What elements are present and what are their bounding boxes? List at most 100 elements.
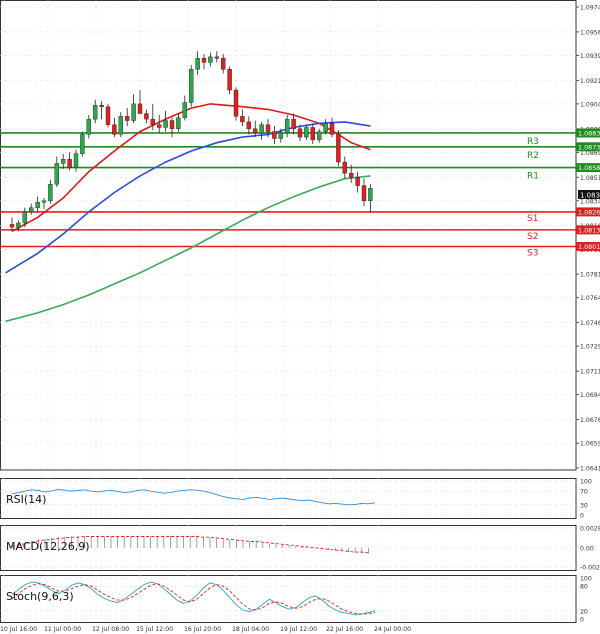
candle-40 bbox=[265, 119, 271, 138]
level-name-r1: R1 bbox=[527, 172, 539, 182]
candle-17 bbox=[118, 112, 124, 138]
moving-averages bbox=[5, 103, 371, 323]
indicator-2-series-0 bbox=[11, 581, 376, 616]
time-label-2: 12 Jul 08:00 bbox=[92, 626, 129, 633]
candle-49 bbox=[323, 119, 328, 135]
candle-53 bbox=[349, 164, 354, 183]
candle-12 bbox=[86, 114, 92, 139]
indicator-2-tick-1: 80 bbox=[580, 584, 588, 591]
candle-body-45 bbox=[297, 128, 303, 138]
indicator-0-name: RSI(14) bbox=[6, 493, 46, 506]
level-value-s1: 1.0826 bbox=[578, 208, 600, 216]
candle-33 bbox=[220, 54, 226, 74]
candle-body-47 bbox=[310, 127, 315, 141]
candle-body-11 bbox=[80, 134, 85, 154]
candle-body-20 bbox=[137, 103, 143, 114]
level-tag-r2 bbox=[576, 142, 600, 152]
candle-16 bbox=[112, 117, 117, 138]
price-tick-label-15: 1.0711 bbox=[580, 369, 600, 376]
candle-29 bbox=[195, 51, 200, 75]
candle-47 bbox=[310, 123, 315, 145]
candle-body-23 bbox=[156, 124, 162, 128]
candle-3 bbox=[29, 203, 34, 215]
price-tick-label-13: 1.0746 bbox=[580, 320, 600, 327]
candle-19 bbox=[131, 94, 136, 124]
indicator-1-tick-2: -0.0027 bbox=[580, 565, 600, 572]
last-price-label: 1.0835 bbox=[580, 192, 600, 200]
candle-23 bbox=[156, 114, 162, 133]
candle-body-16 bbox=[112, 124, 117, 135]
indicator-0-tick-2: 30 bbox=[580, 502, 588, 509]
indicator-1-series-0 bbox=[11, 536, 369, 554]
indicator-2-tick-2: 20 bbox=[580, 608, 588, 615]
candle-48 bbox=[317, 128, 322, 143]
indicator-1-tick-0: 0.0028 bbox=[580, 526, 600, 533]
time-label-3: 15 Jul 12:00 bbox=[136, 626, 173, 633]
candle-body-7 bbox=[54, 163, 59, 185]
candle-body-42 bbox=[278, 132, 283, 139]
price-tick-label-16: 1.0694 bbox=[580, 392, 600, 399]
candles bbox=[9, 51, 373, 232]
candle-body-14 bbox=[99, 105, 104, 107]
level-value-r1: 1.0858 bbox=[578, 164, 600, 172]
candle-41 bbox=[272, 126, 277, 145]
price-tick-label-17: 1.0676 bbox=[580, 417, 600, 424]
candle-52 bbox=[342, 156, 347, 179]
time-label-1: 11 Jul 00:00 bbox=[44, 626, 81, 633]
candle-body-15 bbox=[105, 106, 111, 125]
candle-body-54 bbox=[355, 177, 360, 186]
candle-body-27 bbox=[182, 102, 188, 118]
candle-21 bbox=[144, 109, 149, 124]
price-tick-label-18: 1.0659 bbox=[580, 441, 600, 448]
time-label-6: 19 Jul 12:00 bbox=[280, 626, 317, 633]
candle-35 bbox=[233, 87, 239, 121]
candle-14 bbox=[99, 101, 104, 120]
indicator-2-tick-3: 0 bbox=[580, 617, 584, 624]
price-tick-label-0: 1.0974 bbox=[580, 5, 600, 12]
candle-body-25 bbox=[169, 120, 175, 130]
candle-body-41 bbox=[272, 131, 277, 139]
candle-body-24 bbox=[163, 120, 168, 128]
price-tick-label-14: 1.0729 bbox=[580, 344, 600, 351]
candle-22 bbox=[150, 103, 156, 131]
candle-body-38 bbox=[252, 128, 258, 134]
candle-46 bbox=[304, 124, 309, 140]
candle-body-18 bbox=[124, 116, 130, 121]
candle-18 bbox=[124, 108, 130, 127]
level-name-r3: R3 bbox=[527, 137, 539, 147]
panel-frames bbox=[0, 0, 577, 623]
indicator-0-tick-1: 70 bbox=[580, 489, 588, 496]
candle-body-4 bbox=[35, 201, 40, 208]
time-label-8: 24 Jul 00:00 bbox=[374, 626, 411, 633]
candle-body-32 bbox=[214, 56, 220, 59]
price-tick-label-6: 1.0869 bbox=[580, 150, 600, 157]
candle-7 bbox=[54, 156, 59, 187]
candle-27 bbox=[182, 95, 188, 121]
candle-body-53 bbox=[349, 172, 354, 178]
indicator-panels: 100 70 30 0 RSI(14) 0.0028 0.00 -0.0027 MACD(12,… bbox=[0, 479, 600, 624]
candle-body-34 bbox=[227, 69, 232, 91]
indicator-2-name: Stoch(9,6,3) bbox=[6, 590, 74, 603]
candle-body-22 bbox=[150, 118, 156, 125]
indicator-0-series-0 bbox=[11, 489, 376, 506]
candle-45 bbox=[297, 124, 303, 142]
candle-43 bbox=[285, 114, 290, 138]
candle-body-37 bbox=[246, 121, 252, 130]
candle-body-43 bbox=[285, 118, 290, 134]
candle-36 bbox=[240, 109, 245, 127]
candle-body-28 bbox=[188, 69, 194, 103]
candle-1 bbox=[16, 220, 21, 232]
candle-body-31 bbox=[208, 56, 213, 63]
main-panel-frame bbox=[0, 0, 577, 471]
candle-body-44 bbox=[291, 118, 296, 130]
candle-2 bbox=[22, 207, 27, 228]
ma-line-fast bbox=[11, 103, 371, 233]
candle-11 bbox=[80, 131, 85, 157]
price-tick-label-19: 1.0641 bbox=[580, 466, 600, 473]
candle-body-13 bbox=[92, 105, 98, 120]
indicator-0: 100 70 30 0 RSI(14) bbox=[0, 479, 592, 520]
indicator-1-name: MACD(12,26,9) bbox=[6, 540, 90, 553]
candle-54 bbox=[355, 171, 360, 193]
